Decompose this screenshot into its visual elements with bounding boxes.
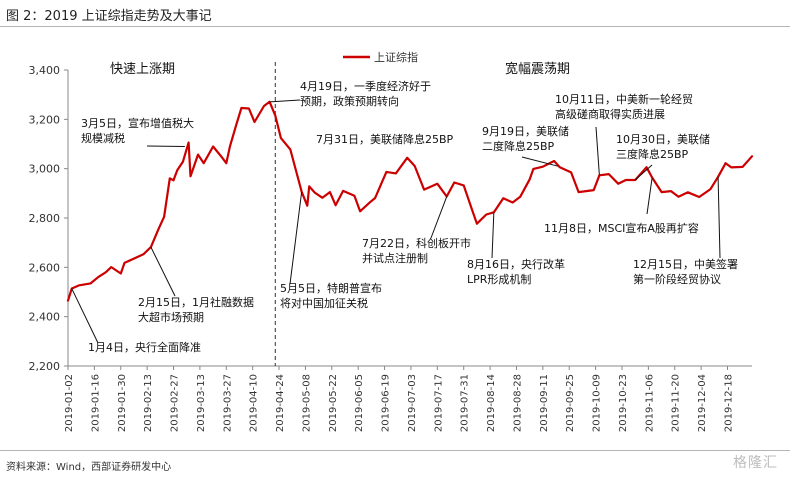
series-line-shangzheng xyxy=(66,100,754,302)
annotation-text: 并试点注册制 xyxy=(362,251,428,265)
x-tick-label: 2019-07-03 xyxy=(407,374,418,432)
annotation-text: 10月11日，中美新一轮经贸 xyxy=(555,92,693,106)
annotation-arrow xyxy=(269,99,301,103)
x-tick-label: 2019-06-05 xyxy=(354,374,365,432)
annotation-arrow xyxy=(646,177,653,215)
source-note: 资料来源：Wind，西部证券研发中心 xyxy=(6,462,172,473)
annotation-arrow xyxy=(430,196,448,239)
annotation-text: 预期，政策预期转向 xyxy=(300,94,399,108)
footer-divider xyxy=(0,450,790,451)
annotation-text: 将对中国加征关税 xyxy=(280,296,368,310)
annotation-text: 11月8日，MSCI宣布A股再扩容 xyxy=(544,221,699,235)
x-tick-label: 2019-02-13 xyxy=(143,374,154,432)
annotation-text: 9月19日，美联储 xyxy=(482,124,569,138)
annotation-arrow xyxy=(634,164,653,181)
x-tick-label: 2019-01-16 xyxy=(90,374,101,432)
annotation-text: 7月31日，美联储降息25BP xyxy=(316,132,454,146)
annotation-text: 1月4日，央行全面降准 xyxy=(88,340,201,354)
x-tick-label: 2019-10-09 xyxy=(592,374,603,432)
y-tick-label: 2,600 xyxy=(29,261,61,274)
annotation-text: 三度降息25BP xyxy=(616,147,689,161)
annotation-text: 第一阶段经贸协议 xyxy=(633,272,721,286)
x-tick-label: 2019-08-14 xyxy=(486,374,497,432)
annotation-arrow xyxy=(521,156,559,167)
y-tick-label: 3,200 xyxy=(29,113,61,126)
figure-title: 图 2：2019 上证综指走势及大事记 xyxy=(6,9,212,24)
x-tick-label: 2019-12-18 xyxy=(724,374,735,432)
annotation-text: 二度降息25BP xyxy=(482,139,555,153)
x-tick-label: 2019-11-20 xyxy=(671,374,682,432)
annotation-text: 规模减税 xyxy=(81,131,125,145)
x-tick-label: 2019-05-08 xyxy=(301,374,312,432)
x-tick-label: 2019-12-04 xyxy=(697,374,708,432)
y-tick-label: 2,400 xyxy=(29,311,61,324)
x-tick-label: 2019-10-23 xyxy=(618,374,629,432)
x-tick-label: 2019-01-02 xyxy=(64,374,75,432)
x-tick-label: 2019-08-28 xyxy=(512,374,523,432)
annotation-text: LPR形成机制 xyxy=(467,272,531,286)
title-divider xyxy=(0,26,790,27)
annotation-text: 4月19日，一季度经济好于 xyxy=(300,79,431,93)
annotation-text: 10月30日，美联储 xyxy=(616,132,710,146)
x-tick-label: 2019-03-13 xyxy=(196,374,207,432)
x-tick-label: 2019-09-11 xyxy=(539,374,550,432)
y-tick-label: 3,400 xyxy=(29,64,61,77)
chart-ticks: 2,200 2,400 2,600 2,800 3,000 3,200 3,400 2019-… xyxy=(29,64,735,432)
x-tick-label: 2019-07-31 xyxy=(460,374,471,432)
chart-series xyxy=(66,100,754,302)
annotation-text: 高级磋商取得实质进展 xyxy=(555,107,665,121)
x-tick-label: 2019-06-19 xyxy=(381,374,392,432)
annotation-arrow xyxy=(595,126,600,176)
phase-label-rise: 快速上涨期 xyxy=(110,62,175,77)
annotation-arrow xyxy=(71,288,99,344)
annotation-text: 3月5日，宣布增值税大 xyxy=(81,116,194,130)
x-tick-label: 2019-04-24 xyxy=(275,374,286,432)
y-tick-label: 3,000 xyxy=(29,163,61,176)
annotation-arrow xyxy=(717,176,721,259)
x-tick-label: 2019-04-10 xyxy=(249,374,260,432)
annotation-text: 8月16日，央行改革 xyxy=(467,257,565,271)
y-tick-label: 2,200 xyxy=(29,360,61,373)
annotation-text: 12月15日，中美签署 xyxy=(633,257,738,271)
annotation-text: 大超市场预期 xyxy=(138,310,204,324)
annotation-arrow xyxy=(150,246,176,297)
x-tick-label: 2019-09-25 xyxy=(565,374,576,432)
annotation-arrow xyxy=(289,191,303,285)
annotation-arrow xyxy=(491,212,495,259)
watermark-logo: 格隆汇 xyxy=(733,455,778,471)
chart-legend: 上证综指 xyxy=(343,50,418,64)
annotation-text: 2月15日，1月社融数据 xyxy=(138,295,254,309)
x-tick-label: 2019-05-22 xyxy=(328,374,339,432)
x-tick-label: 2019-03-27 xyxy=(222,374,233,432)
phase-label-range: 宽幅震荡期 xyxy=(505,61,570,77)
annotation-text: 7月22日，科创板开市 xyxy=(362,236,471,250)
y-tick-label: 2,800 xyxy=(29,212,61,225)
x-tick-label: 2019-01-30 xyxy=(117,374,128,432)
legend-label: 上证综指 xyxy=(374,50,418,64)
x-tick-label: 2019-07-17 xyxy=(433,374,444,432)
annotation-text: 5月5日，特朗普宣布 xyxy=(280,281,382,295)
x-tick-label: 2019-02-27 xyxy=(170,374,181,432)
x-tick-label: 2019-11-06 xyxy=(644,374,655,432)
